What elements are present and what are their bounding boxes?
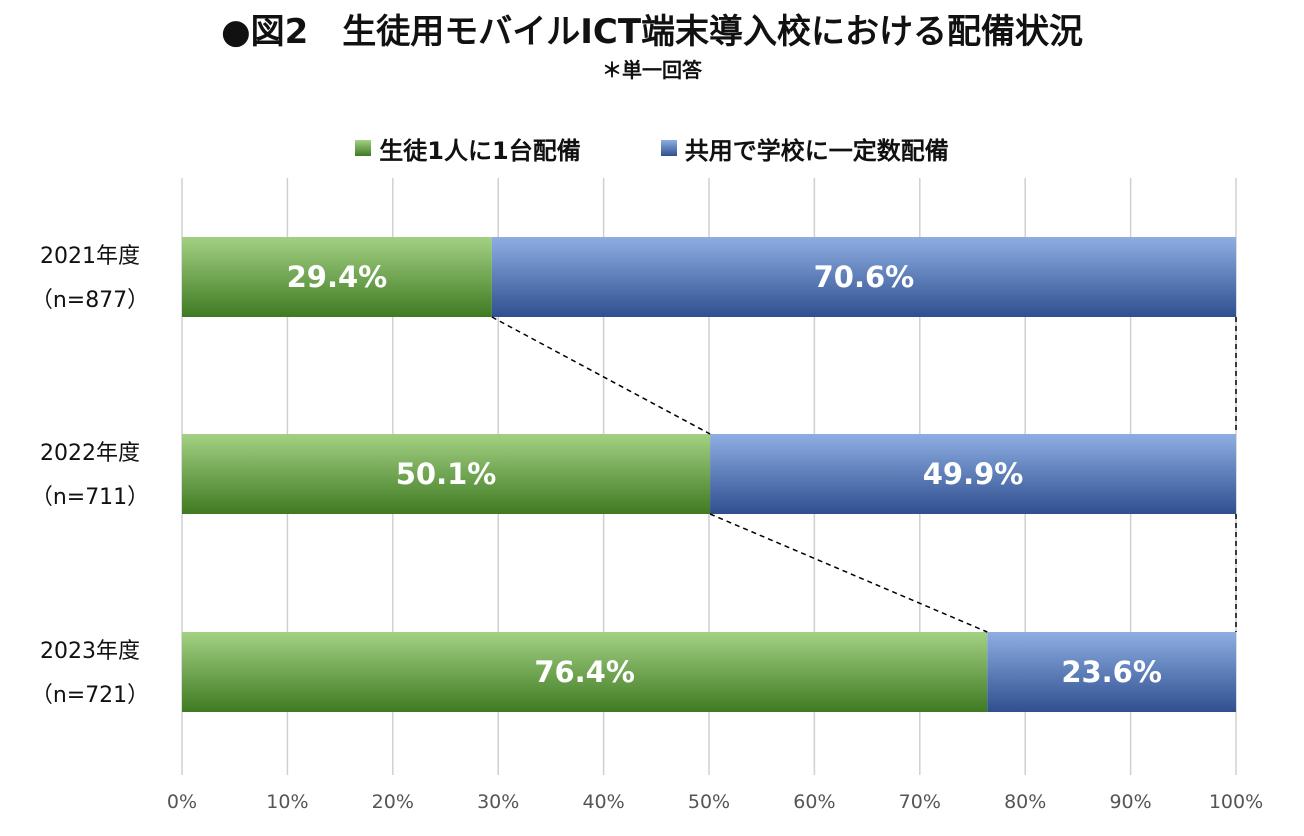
x-tick-label: 30% xyxy=(477,791,519,813)
bar-segment xyxy=(182,632,988,712)
data-label: 29.4% xyxy=(287,260,388,294)
category-label-n: （n=711） xyxy=(31,485,149,510)
data-label: 76.4% xyxy=(534,655,635,689)
connector-line xyxy=(709,513,988,633)
x-tick-label: 20% xyxy=(372,791,414,813)
data-label: 23.6% xyxy=(1061,655,1162,689)
bar-segment xyxy=(182,237,492,317)
x-tick-label: 70% xyxy=(899,791,941,813)
legend-swatch-green xyxy=(355,140,372,156)
chart-legend: 生徒1人に1台配備 共用で学校に一定数配備 xyxy=(0,130,1304,166)
data-labels: 29.4% 70.6% 50.1% 49.9% 76.4% 23.6% xyxy=(287,260,1162,689)
legend-label-one-per-student: 生徒1人に1台配備 xyxy=(379,136,581,165)
x-tick-label: 80% xyxy=(1004,791,1046,813)
chart-title: ●図2 生徒用モバイルICT端末導入校における配備状況 xyxy=(220,12,1084,52)
category-label-n: （n=877） xyxy=(31,288,149,313)
category-label-n: （n=721） xyxy=(31,683,149,708)
x-tick-label: 100% xyxy=(1209,791,1263,813)
category-label-year: 2021年度 xyxy=(40,244,140,269)
category-label-year: 2023年度 xyxy=(40,639,140,664)
legend-item-shared: 共用で学校に一定数配備 xyxy=(660,131,949,166)
data-label: 70.6% xyxy=(814,260,915,294)
connector-line xyxy=(491,316,711,435)
bars xyxy=(182,237,1237,712)
data-label: 50.1% xyxy=(396,457,497,491)
x-tick-label: 60% xyxy=(793,791,835,813)
x-tick-label: 0% xyxy=(167,791,197,813)
legend-swatch-blue xyxy=(660,140,677,156)
category-label-year: 2022年度 xyxy=(40,441,140,466)
connector-lines xyxy=(491,316,1237,633)
legend-label-shared: 共用で学校に一定数配備 xyxy=(684,136,949,165)
bar-segment xyxy=(987,632,1236,712)
legend-item-one-per-student: 生徒1人に1台配備 xyxy=(355,131,581,166)
x-tick-label: 50% xyxy=(688,791,730,813)
bar-segment xyxy=(710,434,1236,514)
chart-subtitle: ＊単一回答 xyxy=(602,58,702,82)
bar-segment xyxy=(491,237,1237,317)
x-tick-label: 90% xyxy=(1109,791,1151,813)
axis-labels: 0% 10% 20% 30% 40% 50% 60% 70% 80% 90% 100% 2021年度 （… xyxy=(31,244,1263,813)
data-label: 49.9% xyxy=(923,457,1024,491)
x-tick-label: 40% xyxy=(582,791,624,813)
bar-segment xyxy=(182,434,711,514)
x-tick-label: 10% xyxy=(266,791,308,813)
